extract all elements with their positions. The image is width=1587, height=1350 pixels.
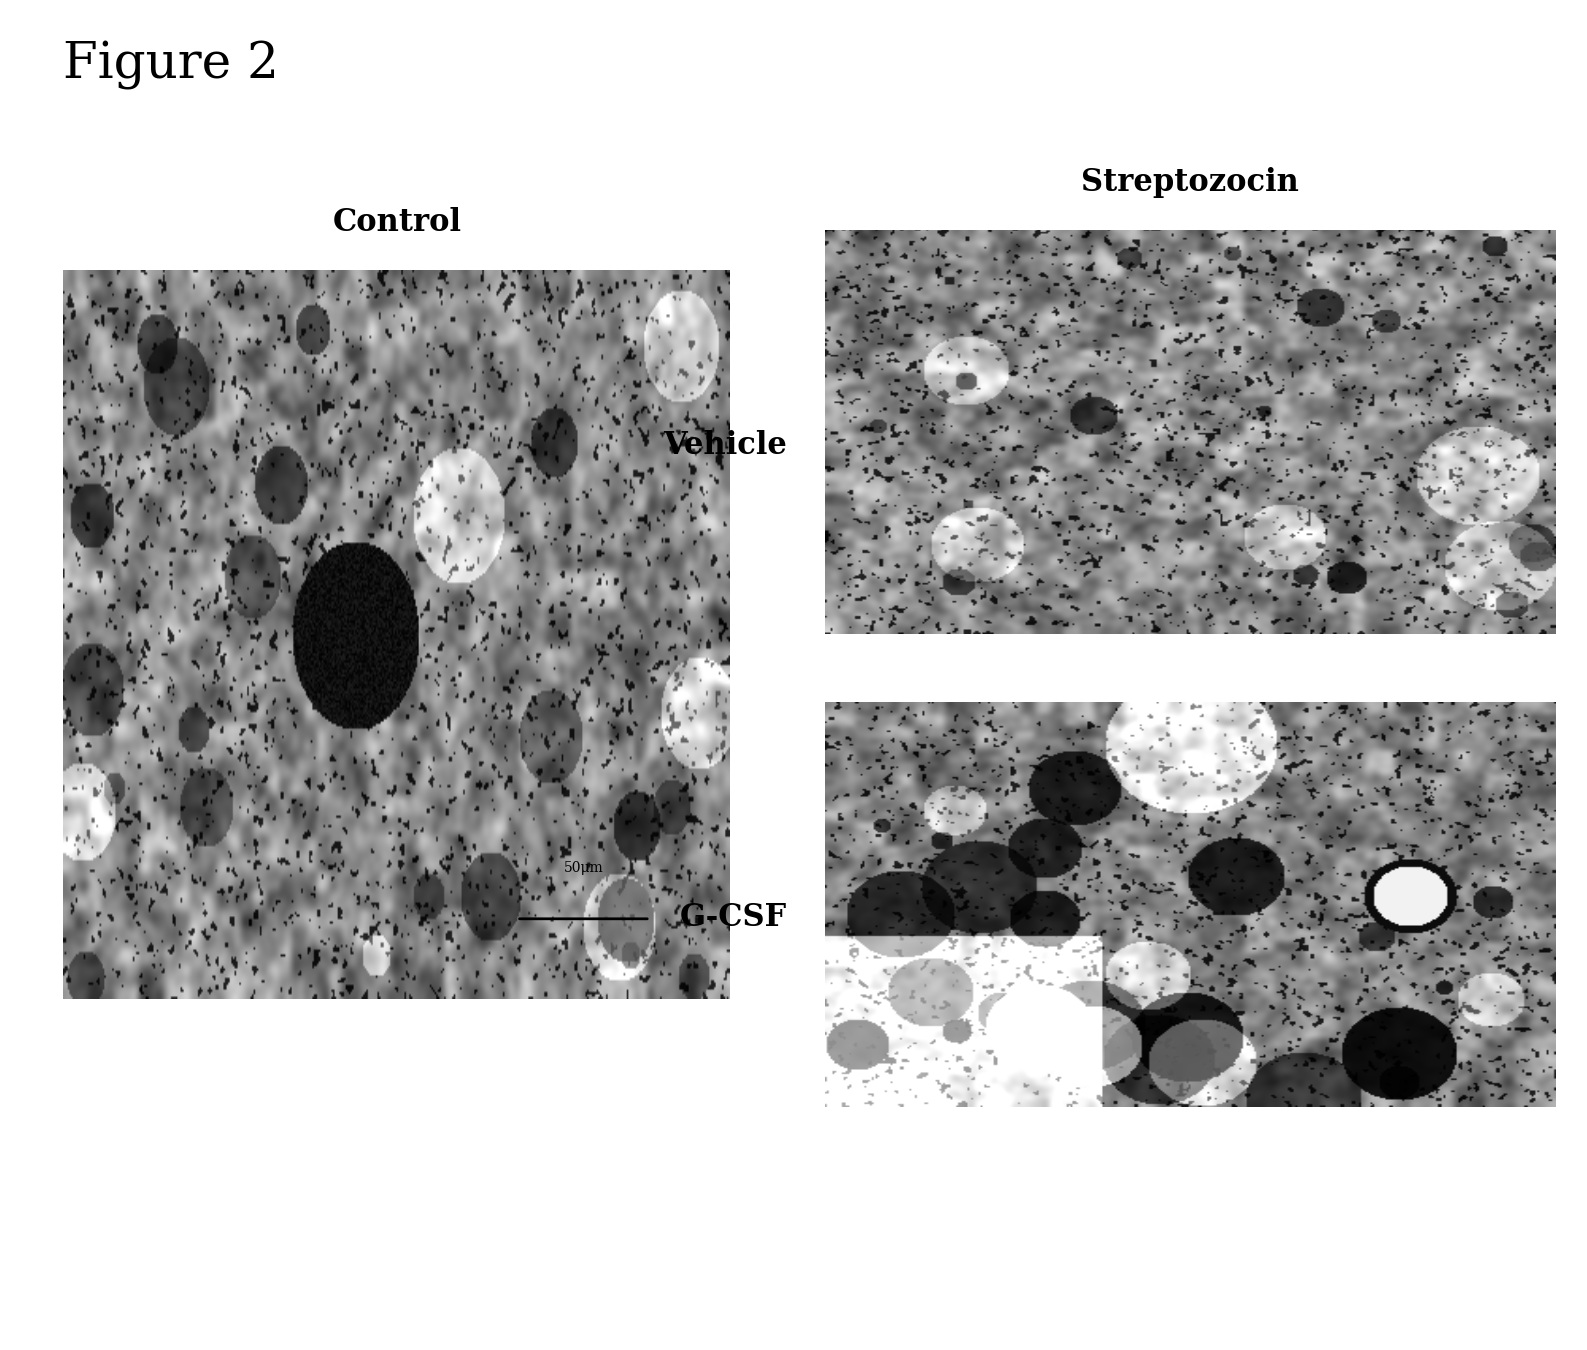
Text: G-CSF: G-CSF: [679, 903, 787, 933]
Text: Figure 2: Figure 2: [63, 40, 279, 90]
Text: Vehicle: Vehicle: [663, 431, 787, 460]
Text: Control: Control: [332, 208, 462, 238]
Text: Streptozocin: Streptozocin: [1081, 167, 1300, 197]
Text: 50μm: 50μm: [563, 861, 603, 875]
